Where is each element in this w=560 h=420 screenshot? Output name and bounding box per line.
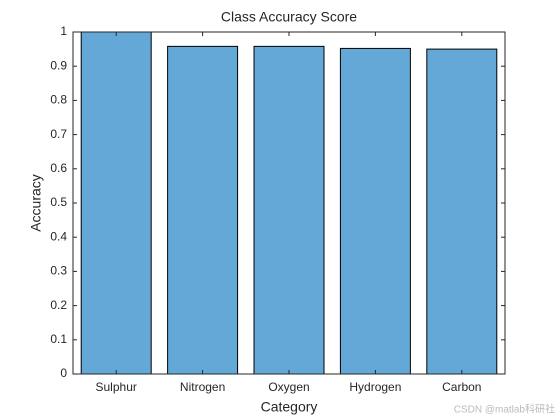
y-tick-label: 0.3: [50, 264, 67, 278]
y-tick-label: 0.8: [50, 93, 67, 107]
y-tick-label: 0.6: [50, 161, 67, 175]
watermark: CSDN @matlab科研社: [454, 403, 555, 416]
bar: [426, 48, 498, 375]
bar: [167, 45, 239, 375]
bar: [253, 45, 325, 375]
x-tick-label: Hydrogen: [349, 380, 401, 394]
x-axis-label: Category: [261, 399, 318, 415]
y-tick-label: 0.4: [50, 229, 67, 243]
x-tick-label: Carbon: [442, 380, 481, 394]
y-tick-label: 0: [60, 366, 67, 380]
x-tick-label: Oxygen: [268, 380, 309, 394]
y-tick-label: 1: [60, 24, 67, 38]
bar: [80, 31, 152, 375]
y-tick-label: 0.2: [50, 298, 67, 312]
x-tick-label: Sulphur: [96, 380, 137, 394]
chart-title: Class Accuracy Score: [221, 9, 357, 25]
y-tick-label: 0.5: [50, 195, 67, 209]
y-tick-label: 0.9: [50, 58, 67, 72]
y-tick-label: 0.1: [50, 332, 67, 346]
bar: [339, 47, 411, 375]
x-tick-label: Nitrogen: [180, 380, 225, 394]
y-tick-label: 0.7: [50, 127, 67, 141]
y-axis-label: Accuracy: [28, 174, 44, 232]
